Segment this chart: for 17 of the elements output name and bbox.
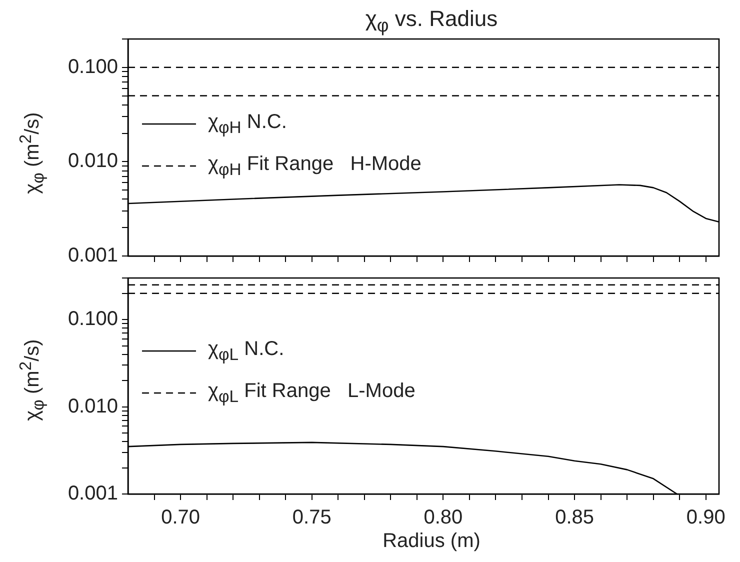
chart-title: χ$_{φ}$ vs. Radius: [364, 6, 499, 36]
y-tick-label: 0.010: [68, 395, 118, 418]
y-tick-label: 0.001: [68, 244, 118, 267]
x-axis-title: Radius (m): [382, 530, 482, 553]
x-tick-label: 0.75: [292, 506, 332, 529]
legend-label: χ$_{φL}$ N.C.: [208, 338, 284, 364]
y-tick-label: 0.100: [68, 308, 118, 330]
x-tick-label: 0.70: [161, 506, 200, 529]
x-tick-label: 0.90: [686, 506, 726, 529]
legend-label: χ$_{φL}$ Fit Range L-Mode: [208, 380, 416, 406]
y-tick-label: 0.010: [68, 150, 118, 172]
x-tick-label: 0.85: [555, 506, 594, 529]
legend-label: χ$_{φH}$ Fit Range H-Mode: [208, 152, 422, 180]
legend-label: χ$_{φH}$ N.C.: [208, 110, 287, 138]
y-tick-label: 0.001: [68, 482, 118, 505]
y-tick-label: 0.100: [68, 56, 118, 78]
x-tick-label: 0.80: [424, 506, 463, 529]
